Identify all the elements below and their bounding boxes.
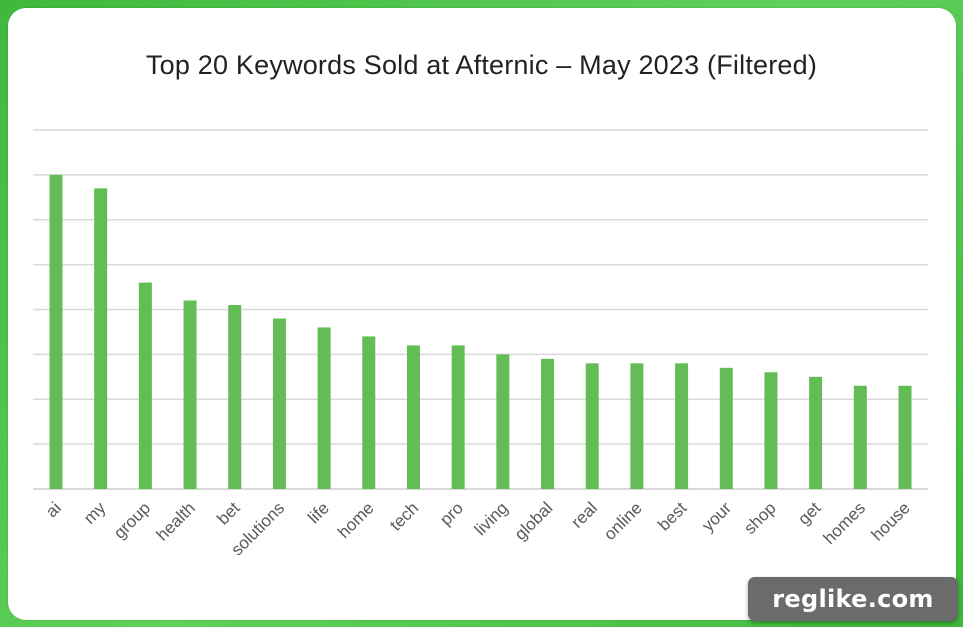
x-tick-label-shop: shop xyxy=(740,498,780,538)
chart-card xyxy=(8,8,956,620)
x-tick-label-my: my xyxy=(80,498,110,528)
bar-living xyxy=(496,354,510,489)
x-tick-label-best: best xyxy=(654,498,690,534)
bar-tech xyxy=(406,345,420,489)
bar-solutions xyxy=(272,318,286,489)
bar-ai xyxy=(49,174,63,489)
x-tick-label-house: house xyxy=(868,498,914,544)
bar-bet xyxy=(228,305,242,489)
x-tick-label-health: health xyxy=(153,498,199,544)
x-tick-label-real: real xyxy=(568,498,601,531)
bar-global xyxy=(541,358,555,489)
chart-title: Top 20 Keywords Sold at Afternic – May 2… xyxy=(145,50,818,80)
bar-get xyxy=(809,376,823,489)
bar-health xyxy=(183,300,197,489)
x-tick-label-get: get xyxy=(794,498,824,528)
x-tick-label-your: your xyxy=(698,498,735,535)
watermark-badge: reglike.com xyxy=(748,577,958,621)
x-tick-label-bet: bet xyxy=(213,498,243,528)
x-tick-label-home: home xyxy=(334,498,378,542)
bar-shop xyxy=(764,372,778,489)
bar-your xyxy=(719,367,733,489)
x-tick-label-life: life xyxy=(304,498,333,527)
bar-homes xyxy=(853,385,867,489)
watermark-text: reglike.com xyxy=(772,585,934,613)
x-tick-label-online: online xyxy=(600,498,646,544)
x-tick-label-ai: ai xyxy=(42,498,65,521)
bar-best xyxy=(675,363,689,489)
x-tick-label-pro: pro xyxy=(436,498,467,529)
x-tick-label-global: global xyxy=(511,498,557,544)
bars xyxy=(49,174,912,489)
x-tick-label-living: living xyxy=(471,498,512,539)
bar-house xyxy=(898,385,912,489)
bar-life xyxy=(317,327,331,489)
bar-online xyxy=(630,363,644,489)
x-tick-label-tech: tech xyxy=(386,498,422,534)
bar-my xyxy=(94,188,108,489)
gridlines xyxy=(33,129,928,490)
bar-home xyxy=(362,336,376,489)
x-tick-label-group: group xyxy=(110,498,154,542)
x-tick-label-homes: homes xyxy=(820,498,870,548)
bar-pro xyxy=(451,345,465,489)
bar-group xyxy=(138,282,152,489)
bar-real xyxy=(585,363,599,489)
